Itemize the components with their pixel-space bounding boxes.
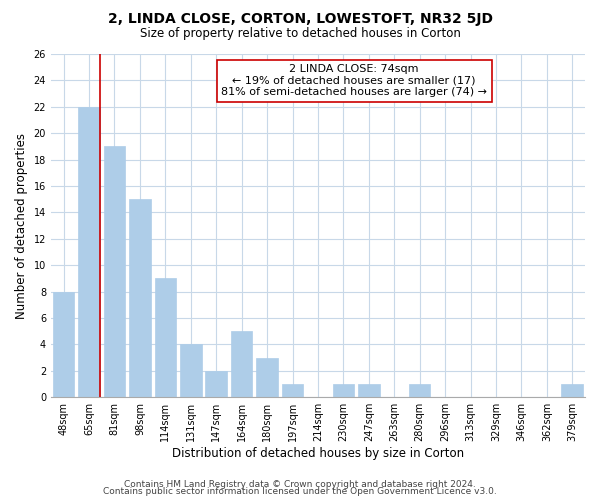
Bar <box>332 384 354 397</box>
Bar <box>129 199 151 397</box>
Bar <box>205 371 227 397</box>
Bar <box>409 384 430 397</box>
Bar <box>180 344 202 397</box>
X-axis label: Distribution of detached houses by size in Corton: Distribution of detached houses by size … <box>172 447 464 460</box>
Text: Size of property relative to detached houses in Corton: Size of property relative to detached ho… <box>140 28 460 40</box>
Bar <box>562 384 583 397</box>
Bar <box>53 292 74 397</box>
Text: Contains public sector information licensed under the Open Government Licence v3: Contains public sector information licen… <box>103 487 497 496</box>
Bar <box>358 384 380 397</box>
Bar <box>231 331 253 397</box>
Text: 2 LINDA CLOSE: 74sqm
← 19% of detached houses are smaller (17)
81% of semi-detac: 2 LINDA CLOSE: 74sqm ← 19% of detached h… <box>221 64 487 98</box>
Y-axis label: Number of detached properties: Number of detached properties <box>15 132 28 318</box>
Bar <box>282 384 304 397</box>
Text: 2, LINDA CLOSE, CORTON, LOWESTOFT, NR32 5JD: 2, LINDA CLOSE, CORTON, LOWESTOFT, NR32 … <box>107 12 493 26</box>
Bar <box>78 107 100 397</box>
Text: Contains HM Land Registry data © Crown copyright and database right 2024.: Contains HM Land Registry data © Crown c… <box>124 480 476 489</box>
Bar <box>155 278 176 397</box>
Bar <box>256 358 278 397</box>
Bar <box>104 146 125 397</box>
